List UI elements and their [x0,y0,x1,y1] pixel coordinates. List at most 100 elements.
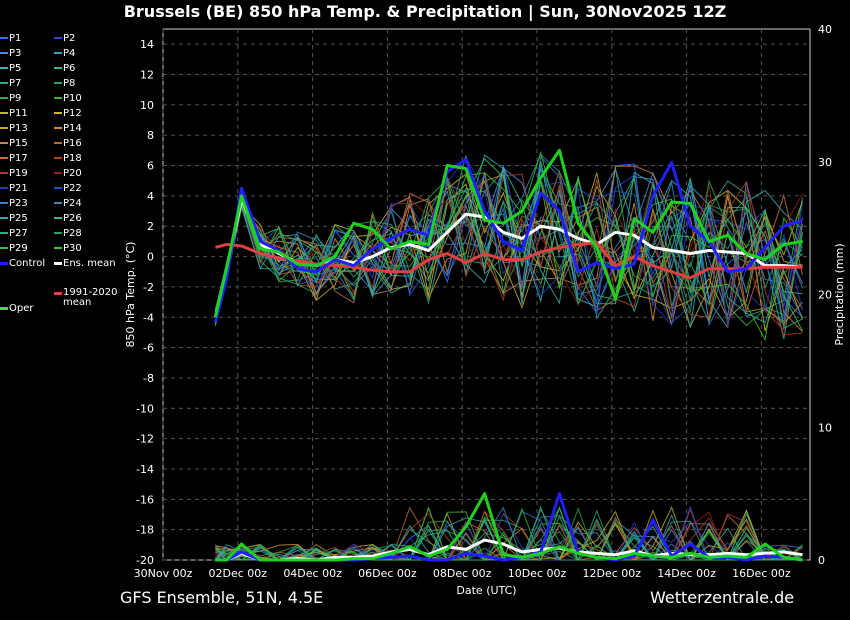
y-tick-label: -6 [143,342,154,355]
legend-item: P9 [0,93,21,104]
legend-label: P14 [63,123,82,134]
legend-label: P19 [9,168,28,179]
y2-tick-label: 0 [818,554,825,567]
legend-item: P20 [54,168,82,179]
legend-swatch [0,157,8,159]
legend-item: Ens. mean [54,258,116,269]
legend-item: P6 [54,63,75,74]
legend-item: P4 [54,48,75,59]
series-line [213,148,803,318]
y-tick-label: -8 [143,372,154,385]
y2-tick-label: 40 [818,23,832,36]
legend-swatch [54,127,62,129]
legend-item: P22 [54,183,82,194]
series-line [213,157,803,323]
legend-label: Oper [9,303,34,314]
legend-item: P23 [0,198,28,209]
legend-label: Ens. mean [63,258,116,269]
legend-swatch [0,217,8,219]
legend-item: 1991-2020 mean [54,288,123,308]
y2-tick-label: 30 [818,156,832,169]
legend-label: P26 [63,213,82,224]
legend-item: P2 [54,33,75,44]
member-line [214,177,803,332]
series-line [214,241,803,280]
legend-item: P14 [54,123,82,134]
x-tick-label: 08Dec 00z [433,567,492,580]
y-tick-label: -14 [136,463,154,476]
legend-swatch [0,112,8,114]
y-tick-label: -10 [136,402,154,415]
legend-swatch [0,67,8,69]
member-line [214,158,803,332]
y-tick-label: 14 [140,38,154,51]
legend-item: P26 [54,213,82,224]
y-tick-label: 2 [147,220,154,233]
member-line [214,179,803,336]
legend-label: P9 [9,93,22,104]
legend-item: P18 [54,153,82,164]
legend-label: P13 [9,123,28,134]
legend-label: P28 [63,228,82,239]
legend-label: P21 [9,183,28,194]
legend-item: P16 [54,138,82,149]
y2-tick-label: 20 [818,289,832,302]
legend-label: P18 [63,153,82,164]
legend-swatch [0,82,8,84]
legend-swatch [54,52,62,54]
x-tick-label: 02Dec 00z [209,567,268,580]
legend-label: P3 [9,48,22,59]
legend-item: P27 [0,228,28,239]
legend-label: P30 [63,243,82,254]
legend-item: Oper [0,303,33,314]
legend-swatch [0,187,8,189]
legend-swatch [0,37,8,39]
y-tick-label: 12 [140,69,154,82]
legend-item: P29 [0,243,28,254]
x-tick-label: 12Dec 00z [583,567,642,580]
y-tick-label: -12 [136,433,154,446]
legend-label: Control [9,258,46,269]
legend-swatch [54,112,62,114]
y2-tick-label: 10 [818,421,832,434]
y2-axis-label: Precipitation (mm) [833,243,846,345]
legend-swatch [54,247,62,249]
legend-item: P8 [54,78,75,89]
legend-label: P2 [63,33,76,44]
y-tick-label: 6 [147,160,154,173]
legend-item: P10 [54,93,82,104]
legend-swatch [54,202,62,204]
legend-label: P11 [9,108,28,119]
legend-item: Control [0,258,45,269]
legend-swatch [54,217,62,219]
legend-swatch [54,172,62,174]
legend-label: P15 [9,138,28,149]
legend-label: P6 [63,63,76,74]
legend-label: P23 [9,198,28,209]
legend-item: P12 [54,108,82,119]
legend-swatch [0,52,8,54]
x-tick-label: 10Dec 00z [508,567,567,580]
x-tick-label: 14Dec 00z [657,567,716,580]
legend-swatch [0,232,8,234]
legend-label: P24 [63,198,82,209]
y-tick-label: -18 [136,524,154,537]
legend-swatch [0,127,8,129]
legend-label: P29 [9,243,28,254]
legend-swatch [0,142,8,144]
member-line [214,174,804,325]
legend-swatch [54,142,62,144]
y-tick-label: -16 [136,493,154,506]
legend-swatch [0,172,8,174]
legend-label: P17 [9,153,28,164]
legend-label: P8 [63,78,76,89]
legend-swatch [54,187,62,189]
legend-item: P5 [0,63,21,74]
legend-item: P11 [0,108,28,119]
y-tick-label: 10 [140,99,154,112]
legend-item: P1 [0,33,21,44]
legend-label: 1991-2020 mean [63,287,118,308]
legend-item: P28 [54,228,82,239]
